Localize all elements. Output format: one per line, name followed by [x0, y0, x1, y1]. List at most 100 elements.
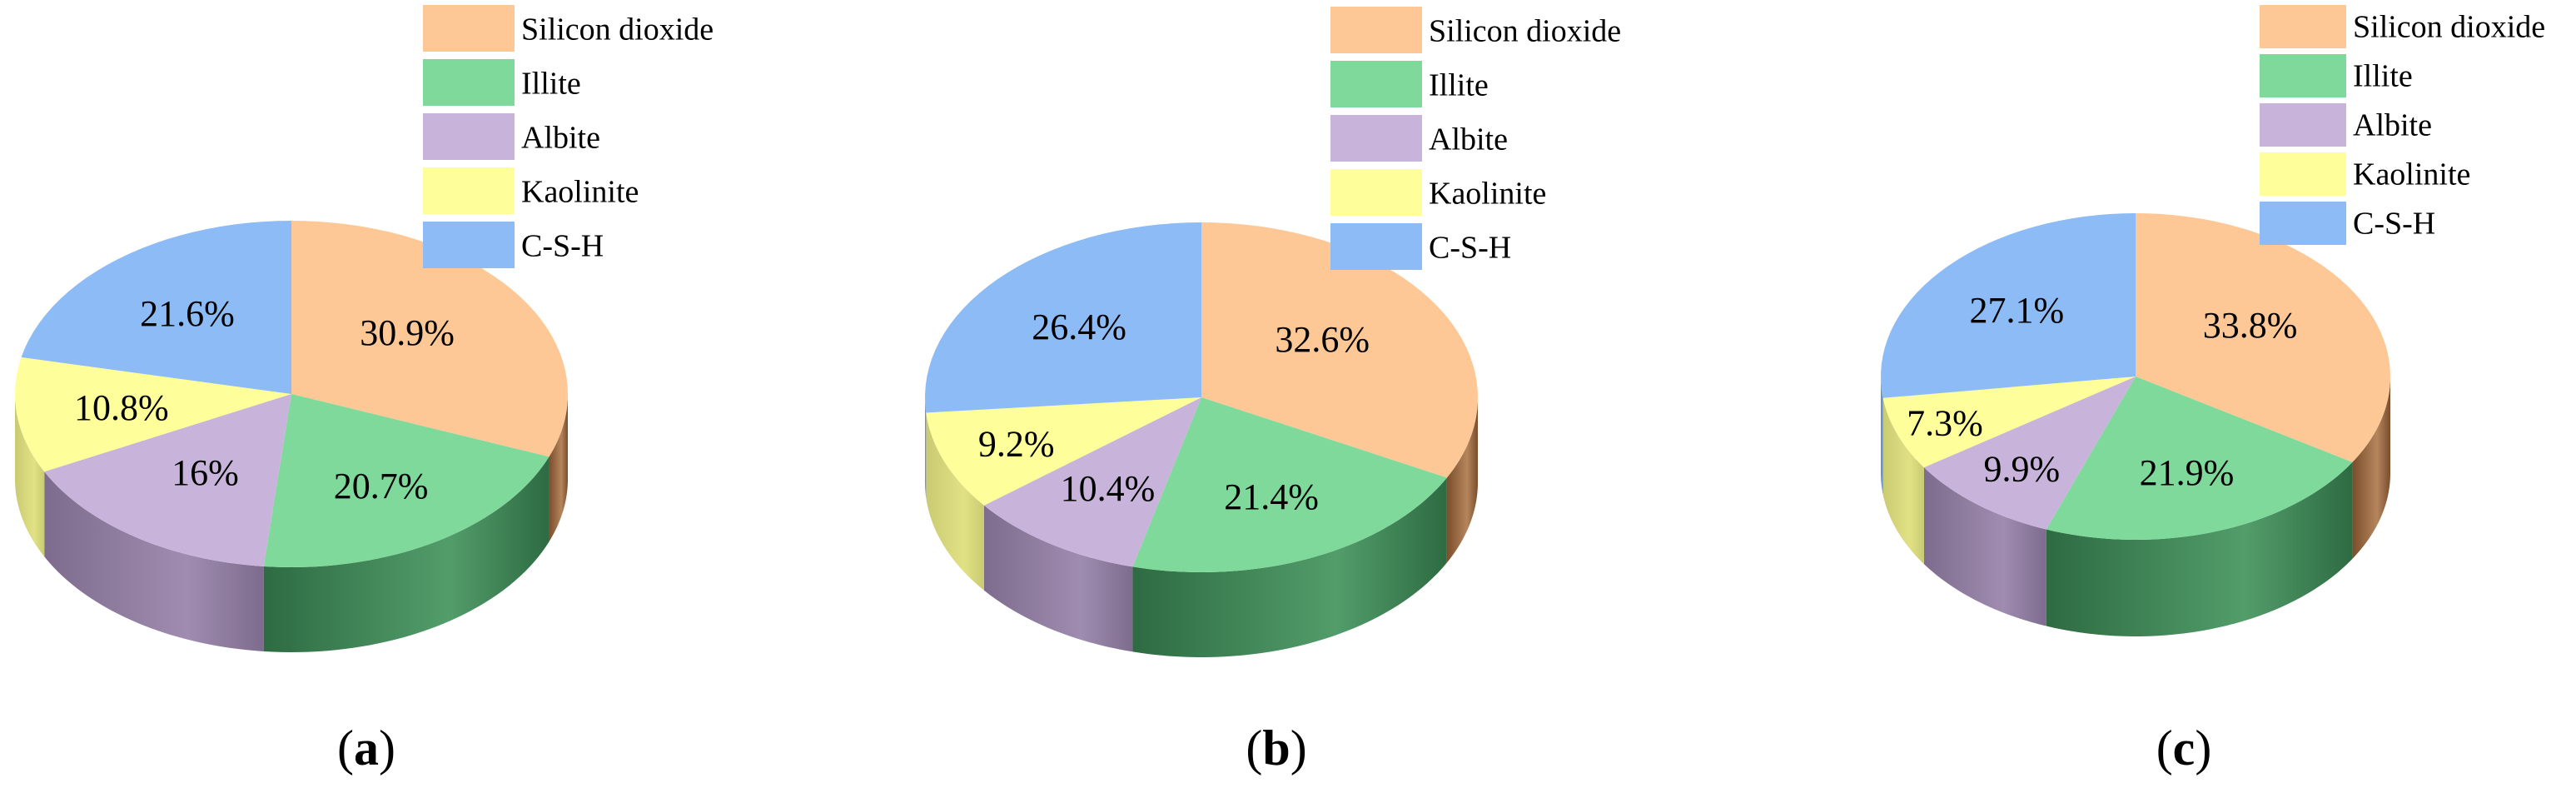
pie-slice-kaolinite: [1882, 377, 2136, 468]
pie-top: [1881, 213, 2390, 540]
pie-slice-illite: [1132, 397, 1447, 572]
legend-label: Kaolinite: [521, 174, 639, 209]
data-label-albite: 9.9%: [1983, 449, 2060, 490]
legend-label: Illite: [521, 66, 581, 101]
legend-label: Kaolinite: [2353, 157, 2470, 192]
legend-item-c-s-h: C-S-H: [1330, 223, 1511, 270]
legend: Silicon dioxide Illite Albite Kaolinite C-S-…: [423, 5, 714, 268]
legend-swatch: [1330, 7, 1422, 53]
legend-item-silicon-dioxide: Silicon dioxide: [1330, 7, 1621, 53]
pie-side-illite: [2046, 461, 2353, 636]
legend-label: C-S-H: [2353, 207, 2435, 242]
legend-item-kaolinite: Kaolinite: [1330, 169, 1546, 216]
data-label-kaolinite: 10.8%: [74, 387, 169, 428]
legend-swatch: [1330, 115, 1422, 162]
data-label-illite: 20.7%: [334, 466, 429, 506]
legend-item-silicon-dioxide: Silicon dioxide: [423, 5, 714, 52]
pie-slice-albite: [1923, 377, 2136, 530]
pie-side-silicon-dioxide: [549, 394, 568, 542]
pie-slice-albite: [983, 397, 1201, 567]
legend-swatch: [2260, 54, 2346, 97]
legend: Silicon dioxide Illite Albite Kaolinite C-S-…: [2260, 5, 2545, 245]
data-label-c-s-h: 26.4%: [1032, 307, 1126, 347]
pie-slice-silicon-dioxide: [2136, 213, 2390, 462]
legend-swatch: [423, 222, 515, 268]
legend-swatch: [1330, 169, 1422, 216]
legend-label: Illite: [1429, 67, 1489, 102]
panel-label: (a): [337, 721, 395, 776]
data-label-c-s-h: 27.1%: [1969, 290, 2064, 331]
legend-item-albite: Albite: [423, 113, 600, 160]
legend-label: Silicon dioxide: [2353, 10, 2545, 45]
legend-swatch: [2260, 152, 2346, 196]
legend-swatch: [2260, 5, 2346, 48]
pie-side-albite: [983, 505, 1133, 652]
pie-side-silicon-dioxide: [1446, 397, 1478, 563]
legend-swatch: [1330, 61, 1422, 107]
pie-data-labels: 30.9% 20.7% 16%10.8% 21.6%: [74, 293, 455, 506]
legend-swatch: [423, 59, 515, 106]
pie-side-kaolinite: [1882, 397, 1924, 565]
pie-top: [15, 221, 568, 567]
legend-item-c-s-h: C-S-H: [2260, 202, 2435, 245]
legend-swatch: [1330, 223, 1422, 270]
pie-data-labels: 33.8% 21.9% 9.9%7.3% 27.1%: [1907, 290, 2297, 493]
pie-top: [925, 222, 1478, 572]
pie-side-illite: [1132, 477, 1447, 657]
pie-side-albite: [44, 471, 264, 651]
pie-side-kaolinite: [926, 412, 984, 591]
legend-label: Albite: [1429, 122, 1508, 157]
pie-panel-b: 32.6% 21.4% 10.4%9.2% 26.4% Silicon dioxide I…: [925, 7, 1621, 776]
data-label-illite: 21.4%: [1224, 476, 1319, 517]
data-label-silicon-dioxide: 33.8%: [2203, 305, 2298, 346]
pie-data-labels: 32.6% 21.4% 10.4%9.2% 26.4%: [978, 307, 1370, 517]
pie-slice-silicon-dioxide: [1201, 222, 1478, 478]
pie-slice-c-s-h: [925, 222, 1201, 413]
legend-label: Illite: [2353, 59, 2413, 94]
legend-item-illite: Illite: [2260, 54, 2413, 97]
data-label-albite: 10.4%: [1061, 468, 1156, 509]
data-label-silicon-dioxide: 30.9%: [360, 312, 455, 353]
data-label-albite: 16%: [172, 452, 239, 493]
pie-side-illite: [263, 456, 550, 652]
pie-side-walls: [15, 394, 568, 652]
pie-slice-kaolinite: [15, 357, 291, 472]
legend-swatch: [2260, 202, 2346, 245]
legend-item-albite: Albite: [2260, 103, 2432, 147]
legend-label: Silicon dioxide: [521, 12, 714, 47]
pie-side-c-s-h: [1881, 377, 1883, 495]
data-label-illite: 21.9%: [2140, 452, 2235, 493]
pie-side-walls: [1881, 377, 2390, 636]
pie-slice-c-s-h: [21, 221, 292, 394]
pie-slice-silicon-dioxide: [291, 221, 568, 457]
data-label-silicon-dioxide: 32.6%: [1275, 319, 1370, 360]
legend-item-albite: Albite: [1330, 115, 1508, 162]
legend-label: Kaolinite: [1429, 176, 1546, 211]
pie-side-kaolinite: [15, 394, 45, 557]
legend-label: Albite: [2353, 108, 2432, 143]
pie-slice-kaolinite: [926, 397, 1201, 506]
pie-slice-c-s-h: [1881, 213, 2136, 398]
legend-item-kaolinite: Kaolinite: [2260, 152, 2470, 196]
pie-panel-a: 30.9% 20.7% 16%10.8% 21.6% Silicon dioxide Il…: [15, 5, 714, 776]
pie-slice-illite: [2046, 377, 2353, 540]
legend-label: Silicon dioxide: [1429, 13, 1621, 48]
pie-side-albite: [1923, 467, 2046, 626]
panel-label: (b): [1246, 721, 1306, 776]
pie-slice-illite: [263, 394, 550, 567]
legend-item-c-s-h: C-S-H: [423, 222, 604, 268]
data-label-c-s-h: 21.6%: [140, 293, 235, 334]
pie-side-silicon-dioxide: [2352, 377, 2390, 559]
pie-panel-c: 33.8% 21.9% 9.9%7.3% 27.1% Silicon dioxide Il…: [1881, 5, 2545, 776]
legend-item-silicon-dioxide: Silicon dioxide: [2260, 5, 2545, 48]
legend-swatch: [423, 113, 515, 160]
pie-side-walls: [925, 397, 1478, 657]
data-label-kaolinite: 9.2%: [978, 424, 1055, 465]
legend-item-kaolinite: Kaolinite: [423, 167, 639, 214]
legend-swatch: [423, 5, 515, 52]
legend-swatch: [2260, 103, 2346, 147]
pie-slice-albite: [44, 394, 292, 566]
legend-item-illite: Illite: [423, 59, 581, 106]
pie-side-c-s-h: [925, 397, 927, 498]
